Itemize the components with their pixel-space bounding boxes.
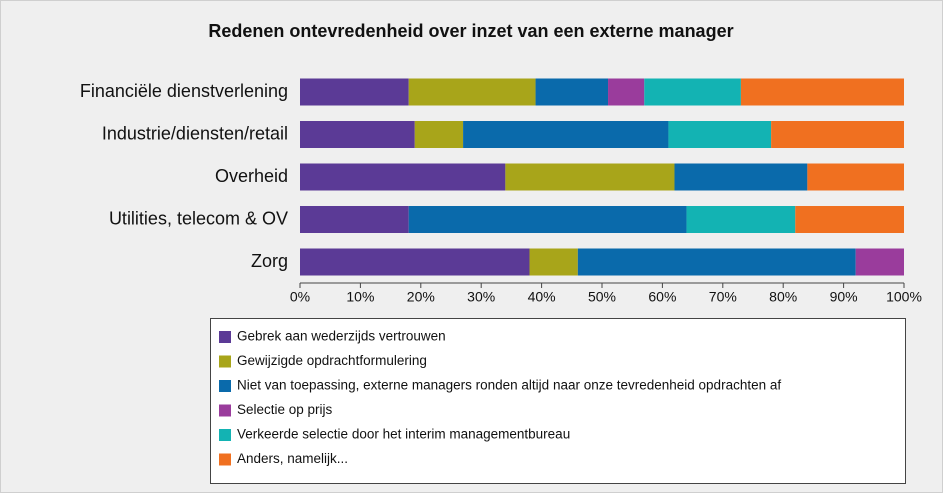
legend-swatch	[219, 453, 231, 466]
bar-segment	[535, 78, 609, 106]
bar-segment	[300, 78, 409, 106]
bar-segment	[807, 163, 904, 191]
y-tick-label: Zorg	[251, 251, 288, 271]
x-tick-label: 100%	[886, 289, 922, 305]
bar-segment	[300, 248, 530, 276]
legend-label: Niet van toepassing, externe managers ro…	[237, 378, 781, 393]
x-tick-label: 0%	[290, 289, 310, 305]
legend-label: Verkeerde selectie door het interim mana…	[237, 427, 570, 442]
legend-label: Anders, namelijk...	[237, 451, 348, 466]
bar-segment	[463, 121, 669, 148]
bar-segment	[686, 206, 796, 233]
legend-swatch	[219, 404, 231, 417]
x-tick-label: 90%	[830, 289, 858, 305]
x-tick-label: 30%	[467, 289, 495, 305]
legend-label: Selectie op prijs	[237, 402, 333, 417]
bar-segment	[577, 248, 856, 276]
legend-swatch	[219, 331, 231, 343]
bar-segment	[644, 78, 741, 106]
bar-segment	[674, 163, 808, 191]
bar-segment	[855, 248, 904, 276]
bar-segment	[529, 248, 578, 276]
y-tick-label: Overheid	[215, 166, 288, 186]
x-tick-label: 60%	[648, 289, 676, 305]
bar-segment	[795, 206, 904, 233]
x-tick-label: 80%	[769, 289, 797, 305]
bar-segment	[771, 121, 904, 148]
legend-swatch	[219, 380, 231, 392]
bar-segment	[408, 206, 687, 233]
bar-segment	[608, 78, 645, 106]
x-tick-label: 70%	[709, 289, 737, 305]
bar-segment	[300, 121, 415, 148]
x-tick-label: 10%	[346, 289, 374, 305]
bar-segment	[740, 78, 904, 106]
legend-label: Gebrek aan wederzijds vertrouwen	[237, 329, 446, 344]
y-tick-label: Financiële dienstverlening	[80, 81, 288, 101]
x-tick-label: 20%	[407, 289, 435, 305]
x-tick-label: 40%	[528, 289, 556, 305]
bar-segment	[668, 121, 772, 148]
legend-label: Gewijzigde opdrachtformulering	[237, 353, 427, 368]
y-tick-label: Industrie/diensten/retail	[102, 123, 288, 143]
x-tick-label: 50%	[588, 289, 616, 305]
legend	[210, 318, 906, 484]
legend-swatch	[219, 355, 231, 368]
legend-swatch	[219, 429, 231, 441]
bar-segment	[408, 78, 536, 106]
y-tick-label: Utilities, telecom & OV	[109, 208, 288, 228]
bar-segment	[300, 206, 409, 233]
bar-segment	[505, 163, 675, 191]
bar-segment	[300, 163, 506, 191]
bar-segment	[414, 121, 464, 148]
chart-title: Redenen ontevredenheid over inzet van ee…	[208, 21, 733, 41]
